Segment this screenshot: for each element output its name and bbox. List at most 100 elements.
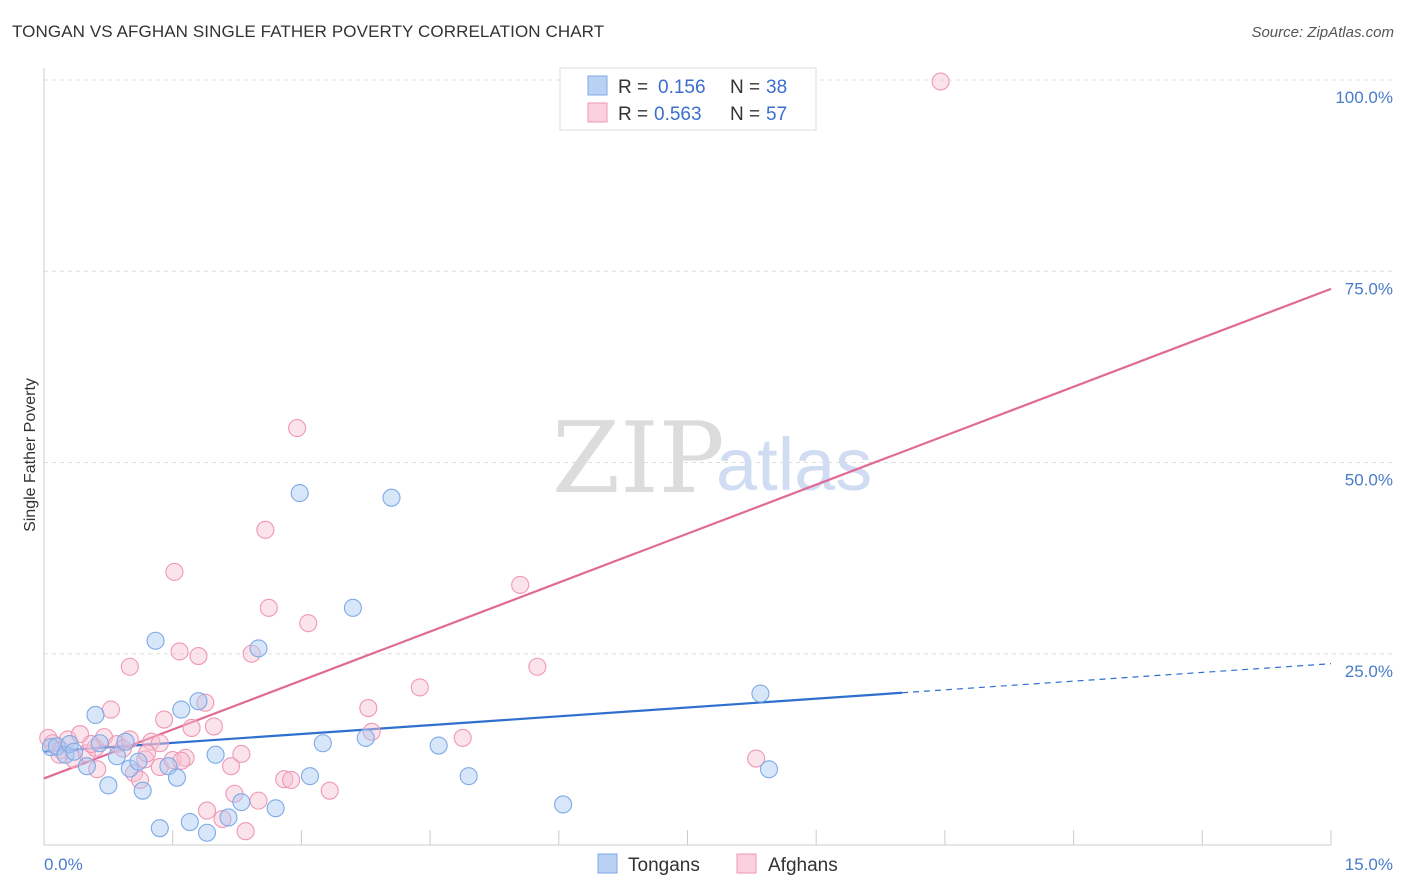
y-tick-label-25: 25.0%: [1345, 662, 1393, 681]
watermark-zip: ZIP: [552, 402, 725, 516]
point-tongans: [206, 745, 225, 764]
point-afghans: [256, 520, 275, 539]
y-tick-labels: 25.0% 50.0% 75.0% 100.0%: [1335, 88, 1393, 681]
point-afghans: [236, 822, 255, 841]
legend-n-value-afghans: 57: [766, 104, 787, 125]
point-tongans: [219, 808, 238, 827]
point-tongans: [356, 728, 375, 747]
legend-r-value-afghans: 0.563: [654, 104, 702, 125]
point-afghans: [232, 744, 251, 764]
trend-lines: [43, 287, 1332, 780]
point-afghans: [150, 734, 169, 753]
point-tongans: [146, 631, 165, 650]
point-afghans: [282, 770, 301, 790]
point-tongans: [90, 734, 109, 753]
point-tongans: [41, 738, 60, 757]
chart-source: Source: ZipAtlas.com: [1251, 24, 1394, 41]
x-tick-label-max: 15.0%: [1345, 855, 1393, 874]
y-tick-label-75: 75.0%: [1345, 279, 1393, 298]
point-afghans: [511, 575, 530, 594]
series-legend-swatch-afghans: [736, 853, 757, 874]
point-tongans: [382, 488, 401, 507]
point-afghans: [182, 718, 201, 738]
point-tongans: [759, 760, 779, 779]
point-tongans: [313, 734, 332, 753]
x-tick-label-min: 0.0%: [44, 855, 83, 874]
point-tongans: [107, 747, 126, 766]
point-tongans: [172, 700, 191, 719]
y-tick-label-50: 50.0%: [1345, 471, 1393, 490]
legend-n-label-afghans: N =: [730, 104, 760, 125]
point-afghans: [120, 657, 139, 676]
point-tongans: [150, 819, 169, 838]
point-afghans: [189, 646, 208, 666]
point-tongans: [290, 484, 309, 503]
point-tongans: [343, 598, 362, 617]
trend-line-afghans: [43, 287, 1332, 780]
point-tongans: [99, 776, 118, 795]
point-tongans: [86, 705, 105, 725]
point-afghans: [410, 678, 429, 697]
legend-n-value-tongans: 38: [766, 77, 787, 98]
trend-line-tongans: [43, 691, 903, 753]
point-afghans: [299, 614, 318, 633]
point-afghans: [136, 750, 155, 769]
point-tongans: [197, 823, 217, 842]
point-afghans: [453, 728, 472, 747]
point-tongans: [189, 692, 208, 711]
point-afghans: [196, 693, 215, 712]
point-afghans: [528, 657, 547, 676]
point-afghans: [249, 791, 268, 810]
point-tongans: [232, 793, 251, 812]
data-points: [39, 72, 950, 842]
point-tongans: [64, 742, 84, 761]
axes: [43, 68, 1332, 846]
point-tongans: [167, 768, 187, 787]
point-tongans: [554, 795, 573, 814]
point-tongans: [429, 736, 448, 755]
trend-line-extension-tongans: [901, 663, 1332, 694]
legend-r-label-tongans: R =: [618, 77, 648, 98]
point-tongans: [266, 799, 285, 818]
point-tongans: [116, 732, 135, 751]
point-tongans: [180, 812, 199, 832]
legend-r-value-tongans: 0.156: [658, 77, 706, 98]
point-afghans: [204, 717, 223, 736]
point-afghans: [213, 809, 232, 829]
point-afghans: [197, 801, 217, 820]
point-afghans: [170, 642, 189, 661]
series-legend-label-tongans: Tongans: [628, 855, 700, 876]
y-tick-label-100: 100.0%: [1335, 88, 1393, 107]
point-afghans: [931, 72, 950, 91]
series-legend-label-afghans: Afghans: [768, 855, 838, 876]
legend-n-label-tongans: N =: [730, 77, 760, 98]
point-afghans: [131, 770, 150, 790]
legend-swatch-tongans: [587, 75, 608, 96]
point-tongans: [249, 639, 268, 658]
point-tongans: [751, 684, 770, 703]
point-afghans: [275, 770, 294, 789]
legend: R = 0.156 N = 38 R = 0.563 N = 57: [559, 67, 817, 131]
y-axis-label: Single Father Poverty: [22, 378, 39, 532]
point-afghans: [221, 757, 241, 776]
point-afghans: [259, 598, 278, 617]
point-afghans: [165, 562, 184, 581]
gridlines: [44, 79, 1393, 655]
point-tongans: [77, 757, 96, 776]
series-legend-swatch-tongans: [597, 853, 618, 874]
point-afghans: [155, 710, 174, 729]
point-afghans: [288, 419, 307, 438]
point-afghans: [320, 781, 339, 800]
series-legend: Tongans Afghans: [597, 853, 838, 876]
legend-r-label-afghans: R =: [618, 104, 648, 125]
point-tongans: [300, 767, 320, 786]
point-tongans: [459, 767, 478, 786]
point-afghans: [101, 700, 120, 719]
point-tongans: [133, 781, 152, 800]
point-afghans: [88, 760, 107, 779]
watermark: ZIP atlas: [552, 402, 872, 516]
legend-swatch-afghans: [587, 102, 608, 123]
point-afghans: [359, 699, 378, 718]
point-tongans: [129, 752, 148, 771]
